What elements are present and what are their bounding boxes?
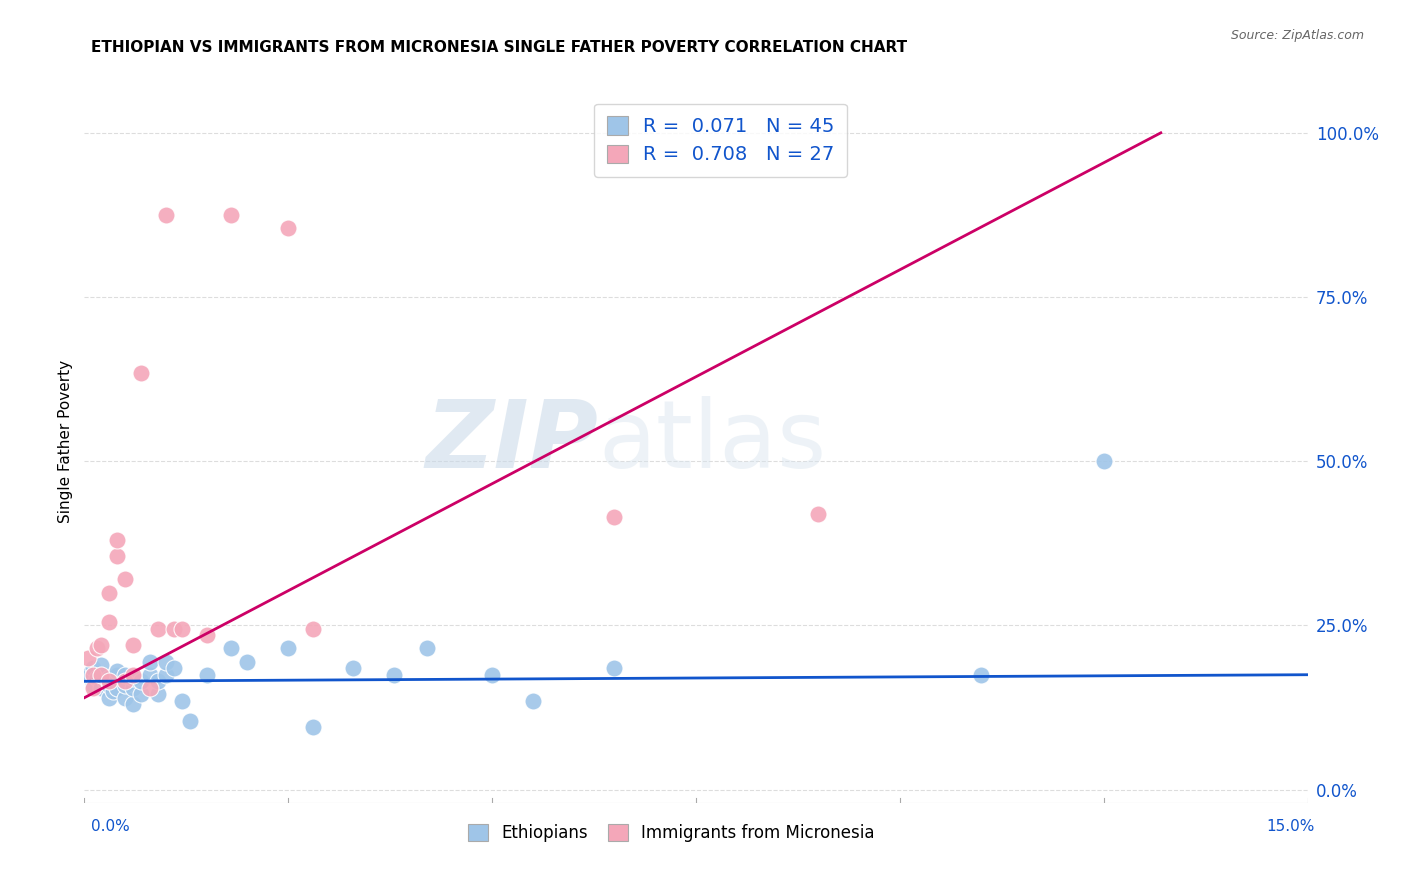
Text: Source: ZipAtlas.com: Source: ZipAtlas.com bbox=[1230, 29, 1364, 42]
Point bbox=[90, 667, 112, 681]
Point bbox=[105, 681, 128, 695]
Point bbox=[105, 665, 128, 679]
Y-axis label: Single Father Poverty: Single Father Poverty bbox=[58, 360, 73, 523]
Point bbox=[86, 641, 108, 656]
Point bbox=[219, 641, 242, 656]
Point bbox=[90, 638, 112, 652]
Point bbox=[138, 655, 160, 669]
Point bbox=[155, 667, 177, 681]
Point bbox=[163, 661, 186, 675]
Point bbox=[342, 661, 364, 675]
Text: 0.0%: 0.0% bbox=[91, 820, 131, 834]
Point bbox=[172, 622, 194, 636]
Point bbox=[219, 208, 242, 222]
Point bbox=[522, 694, 544, 708]
Point bbox=[146, 687, 169, 701]
Point bbox=[236, 655, 259, 669]
Point bbox=[93, 674, 115, 689]
Point bbox=[122, 671, 145, 685]
Point bbox=[277, 641, 299, 656]
Point bbox=[155, 655, 177, 669]
Point bbox=[122, 698, 145, 712]
Point bbox=[195, 628, 218, 642]
Point bbox=[122, 667, 145, 681]
Point bbox=[122, 681, 145, 695]
Point bbox=[138, 667, 160, 681]
Point bbox=[97, 677, 120, 691]
Point bbox=[163, 622, 186, 636]
Legend: Ethiopians, Immigrants from Micronesia: Ethiopians, Immigrants from Micronesia bbox=[461, 817, 882, 848]
Point bbox=[90, 667, 112, 681]
Point bbox=[114, 674, 136, 689]
Text: atlas: atlas bbox=[598, 395, 827, 488]
Point bbox=[114, 573, 136, 587]
Point bbox=[146, 674, 169, 689]
Point bbox=[97, 690, 120, 705]
Point bbox=[97, 585, 120, 599]
Text: 15.0%: 15.0% bbox=[1267, 820, 1315, 834]
Point bbox=[481, 667, 503, 681]
Point bbox=[82, 677, 104, 691]
Point bbox=[807, 507, 830, 521]
Text: ZIP: ZIP bbox=[425, 395, 598, 488]
Point bbox=[90, 657, 112, 672]
Point bbox=[97, 674, 120, 689]
Point bbox=[90, 681, 112, 695]
Point bbox=[131, 674, 153, 689]
Point bbox=[382, 667, 405, 681]
Point bbox=[114, 667, 136, 681]
Point bbox=[1092, 454, 1115, 468]
Point bbox=[195, 667, 218, 681]
Point bbox=[179, 714, 201, 728]
Point bbox=[603, 510, 626, 524]
Point bbox=[301, 720, 323, 734]
Point bbox=[105, 533, 128, 547]
Point bbox=[97, 615, 120, 630]
Point bbox=[97, 671, 120, 685]
Point bbox=[114, 677, 136, 691]
Point bbox=[77, 651, 100, 665]
Text: ETHIOPIAN VS IMMIGRANTS FROM MICRONESIA SINGLE FATHER POVERTY CORRELATION CHART: ETHIOPIAN VS IMMIGRANTS FROM MICRONESIA … bbox=[91, 40, 907, 55]
Point bbox=[86, 671, 108, 685]
Point bbox=[146, 622, 169, 636]
Point bbox=[172, 694, 194, 708]
Point bbox=[131, 687, 153, 701]
Point bbox=[301, 622, 323, 636]
Point bbox=[105, 667, 128, 681]
Point bbox=[416, 641, 439, 656]
Point bbox=[138, 681, 160, 695]
Point bbox=[122, 638, 145, 652]
Point bbox=[105, 549, 128, 564]
Point bbox=[101, 684, 124, 698]
Point bbox=[82, 681, 104, 695]
Point bbox=[277, 221, 299, 235]
Point bbox=[131, 366, 153, 380]
Point bbox=[155, 208, 177, 222]
Point bbox=[603, 661, 626, 675]
Point bbox=[82, 667, 104, 681]
Point bbox=[970, 667, 993, 681]
Point bbox=[77, 667, 100, 681]
Point bbox=[82, 661, 104, 675]
Point bbox=[114, 690, 136, 705]
